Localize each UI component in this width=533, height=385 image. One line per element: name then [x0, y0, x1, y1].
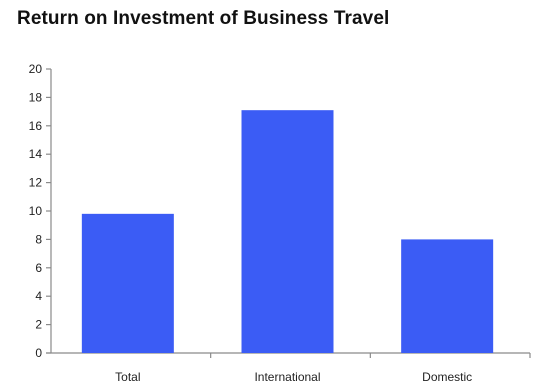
y-tick-label: 16 [29, 119, 43, 133]
y-tick-label: 2 [35, 318, 42, 332]
y-tick-label: 6 [35, 261, 42, 275]
y-tick-label: 8 [35, 232, 42, 246]
y-tick-label: 10 [29, 204, 43, 218]
bar-international [241, 110, 334, 354]
x-category-label: International [254, 370, 320, 384]
bars [81, 110, 494, 354]
chart-title: Return on Investment of Business Travel [17, 8, 390, 29]
y-tick-label: 12 [29, 176, 43, 190]
y-axis: 0 2 4 6 8 10 12 14 16 18 20 [29, 62, 52, 360]
x-category-label: Total [115, 370, 140, 384]
y-tick-label: 20 [29, 62, 43, 76]
y-tick-label: 4 [35, 289, 42, 303]
x-category-label: Domestic [422, 370, 472, 384]
y-tick-label: 0 [35, 346, 42, 360]
x-axis: Total International Domestic [46, 352, 531, 384]
y-tick-label: 14 [29, 147, 43, 161]
bar-domestic [401, 239, 494, 353]
bar-total [81, 213, 174, 353]
y-tick-label: 18 [29, 90, 43, 104]
